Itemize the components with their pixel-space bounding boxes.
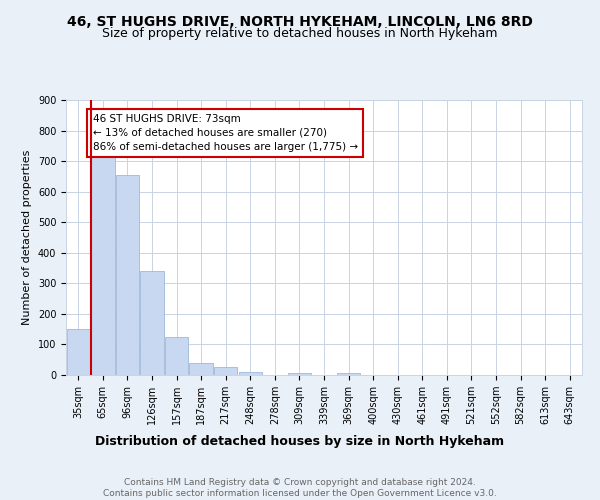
Bar — [91, 156, 115, 375]
Text: Distribution of detached houses by size in North Hykeham: Distribution of detached houses by size … — [95, 435, 505, 448]
Bar — [116, 175, 139, 375]
Text: Contains HM Land Registry data © Crown copyright and database right 2024.
Contai: Contains HM Land Registry data © Crown c… — [103, 478, 497, 498]
Bar — [165, 337, 188, 375]
Bar — [288, 372, 311, 375]
Bar — [67, 329, 90, 375]
Bar — [214, 367, 238, 375]
Bar — [239, 372, 262, 375]
Text: 46, ST HUGHS DRIVE, NORTH HYKEHAM, LINCOLN, LN6 8RD: 46, ST HUGHS DRIVE, NORTH HYKEHAM, LINCO… — [67, 15, 533, 29]
Text: 46 ST HUGHS DRIVE: 73sqm
← 13% of detached houses are smaller (270)
86% of semi-: 46 ST HUGHS DRIVE: 73sqm ← 13% of detach… — [92, 114, 358, 152]
Text: Size of property relative to detached houses in North Hykeham: Size of property relative to detached ho… — [102, 28, 498, 40]
Bar — [337, 372, 360, 375]
Bar — [140, 271, 164, 375]
Y-axis label: Number of detached properties: Number of detached properties — [22, 150, 32, 325]
Bar — [190, 363, 213, 375]
